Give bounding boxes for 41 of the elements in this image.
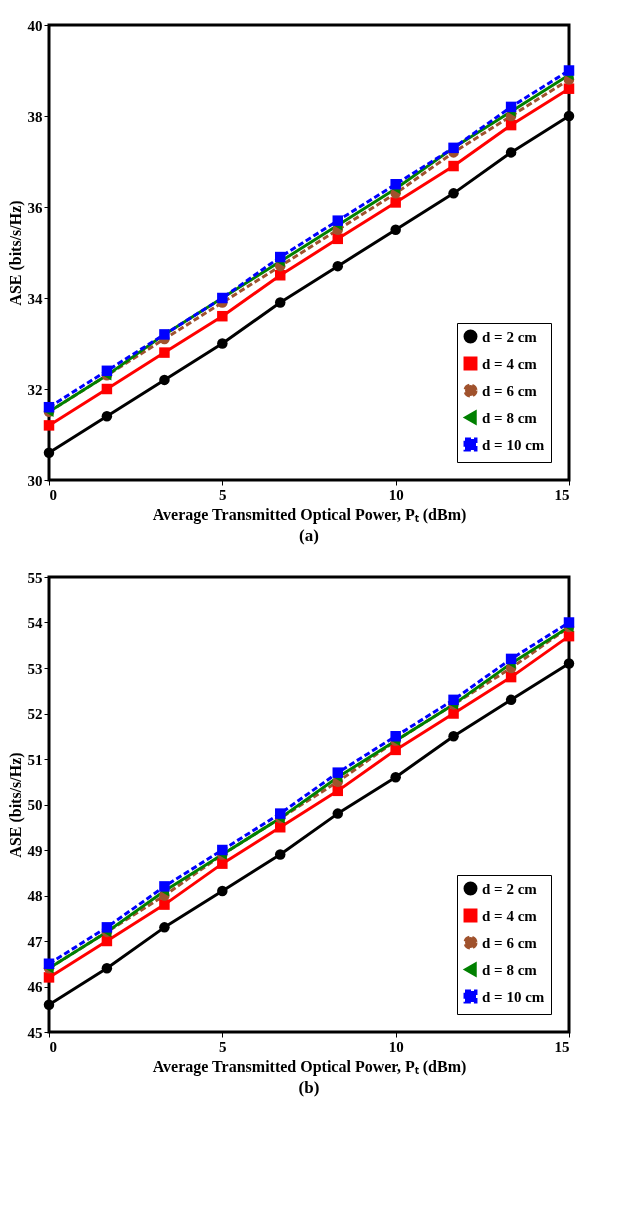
y-tick-label: 45: [27, 1024, 43, 1041]
legend-label: d = 4 cm: [482, 355, 538, 372]
y-tick-label: 54: [27, 615, 43, 631]
x-axis-title: Average Transmitted Optical Power, Pₜ (dBm): [152, 1057, 467, 1076]
legend-label: d = 8 cm: [482, 961, 538, 978]
x-tick-label: 5: [219, 1038, 227, 1055]
y-tick-label: 48: [27, 888, 43, 904]
y-tick-label: 46: [27, 979, 43, 995]
legend-label: d = 2 cm: [482, 328, 538, 345]
legend-label: d = 10 cm: [482, 988, 545, 1005]
x-tick-label: 10: [388, 1038, 404, 1055]
legend-label: d = 10 cm: [482, 436, 545, 453]
y-tick-label: 51: [27, 751, 43, 768]
x-tick-label: 0: [49, 1038, 57, 1055]
y-tick-label: 55: [27, 569, 43, 586]
x-tick-label: 10: [388, 486, 404, 503]
y-tick-label: 53: [27, 660, 43, 677]
y-axis-title: ASE (bits/s/Hz): [6, 752, 25, 858]
y-tick-label: 32: [27, 381, 43, 398]
y-tick-label: 34: [27, 290, 43, 307]
text: (a): [299, 526, 319, 545]
y-tick-label: 36: [27, 199, 43, 216]
y-tick-label: 49: [27, 842, 43, 859]
x-tick-label: 15: [554, 486, 570, 503]
x-tick-label: 15: [554, 1038, 570, 1055]
legend-label: d = 8 cm: [482, 409, 538, 426]
y-tick-label: 52: [27, 706, 43, 722]
y-tick-label: 47: [27, 933, 43, 950]
x-tick-label: 0: [49, 486, 57, 503]
x-axis-title: Average Transmitted Optical Power, Pₜ (dBm): [152, 505, 467, 524]
text: (b): [298, 1078, 320, 1097]
legend-label: d = 6 cm: [482, 934, 538, 951]
y-axis-title: ASE (bits/s/Hz): [6, 200, 25, 306]
x-tick-label: 5: [219, 486, 227, 503]
legend-label: d = 4 cm: [482, 907, 538, 924]
y-tick-label: 30: [27, 472, 43, 489]
y-tick-label: 38: [27, 108, 43, 125]
legend-label: d = 2 cm: [482, 880, 538, 897]
y-tick-label: 50: [27, 797, 43, 813]
y-tick-label: 40: [27, 17, 43, 34]
legend-label: d = 6 cm: [482, 382, 538, 399]
